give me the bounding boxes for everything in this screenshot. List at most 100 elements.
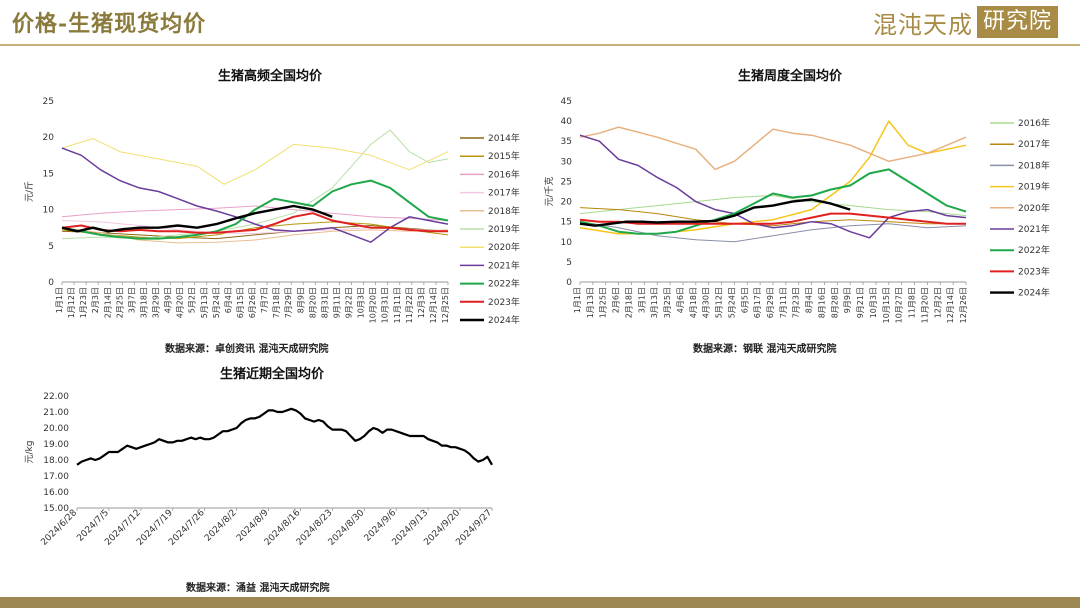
series-line-2023年: [61, 212, 448, 234]
y-tick-label: 5: [566, 258, 572, 268]
source-note-recent: 数据来源：涌益 混沌天成研究院: [186, 583, 330, 594]
series-line-2018年: [579, 221, 967, 243]
x-tick-label: 2月25日: [115, 287, 124, 318]
x-tick-label: 10月15日: [882, 287, 891, 323]
x-tick-label: 10月20日: [369, 287, 378, 323]
header: 价格-生猪现货均价 混沌天成 研究院: [0, 0, 1080, 46]
y-tick-label: 15: [43, 169, 54, 179]
x-tick-label: 6月15日: [236, 287, 245, 318]
legend-label: 2019年: [1018, 181, 1050, 193]
legend-label: 2024年: [488, 314, 520, 326]
x-tick-label: 5月2日: [188, 287, 197, 313]
legend-label: 2022年: [488, 278, 520, 290]
x-tick-label: 1月1日: [573, 287, 582, 313]
x-tick-label: 3月1日: [637, 287, 646, 313]
x-tick-label: 2月6日: [612, 287, 621, 313]
series-line-2021年: [61, 147, 449, 243]
x-tick-label: 7月11日: [779, 287, 788, 318]
series-line-2016年: [61, 205, 449, 221]
x-tick-label: 2月3日: [91, 287, 100, 313]
series-line-2020年: [579, 126, 967, 171]
x-tick-label: 1月1日: [55, 287, 64, 313]
x-tick-label: 10月27日: [895, 287, 904, 323]
x-tick-label: 10月31日: [381, 287, 390, 323]
legend-label: 2020年: [1018, 202, 1050, 214]
y-tick-label: 35: [561, 137, 572, 147]
legend-label: 2023年: [1018, 265, 1050, 277]
x-tick-label: 8月20日: [308, 287, 317, 318]
x-tick-label: 5月24日: [212, 287, 221, 318]
series-line-2015年: [61, 221, 449, 240]
y-axis-label: 元/千克: [544, 176, 555, 206]
y-tick-label: 20: [561, 198, 573, 208]
x-tick-label: 12月26日: [959, 287, 968, 323]
x-tick-label: 5月24日: [727, 287, 736, 318]
y-tick-label: 0: [48, 278, 54, 288]
x-tick-label: 12月25日: [441, 287, 450, 323]
chart-title: 生猪周度全国均价: [738, 68, 843, 84]
series-line-2017年: [579, 207, 966, 227]
series-line-2022年: [61, 179, 449, 240]
x-tick-label: 6月26日: [248, 287, 257, 318]
legend-label: 2019年: [488, 223, 520, 235]
y-axis-label: 元/kg: [25, 441, 35, 464]
chart-high-frequency: 生猪高频全国均价 元/斤 0 5 10 15 20 25 1月1日 1月12日 1月23日 2月3日 2…: [20, 60, 540, 360]
x-tick-label: 2月14日: [103, 287, 112, 318]
series-line-2019年: [579, 120, 967, 235]
series-line-2016年: [579, 195, 967, 217]
legend-label: 2017年: [1018, 138, 1050, 150]
header-divider: [0, 44, 1080, 46]
legend-label: 2018年: [488, 205, 520, 217]
legend-label: 2016年: [488, 168, 520, 180]
series-line-2020年: [61, 138, 449, 185]
y-tick-label: 20: [43, 133, 55, 143]
x-tick-label: 2月18日: [624, 287, 633, 318]
legend-label: 2017年: [488, 187, 520, 199]
x-tick-label: 10月3日: [357, 287, 366, 318]
x-tick-label: 7月23日: [792, 287, 801, 318]
series-line-2024: [76, 407, 493, 466]
x-tick-label: 6月5日: [740, 287, 749, 313]
x-tick-label: 12月14日: [946, 287, 955, 323]
series-line-2021年: [579, 134, 967, 239]
x-tick-label: 8月28日: [830, 287, 839, 318]
x-tick-label: 4月6日: [676, 287, 685, 313]
legend-label: 2020年: [488, 241, 520, 253]
chart-title: 生猪近期全国均价: [220, 366, 325, 382]
legend-label: 2024年: [1018, 287, 1050, 299]
y-tick-label: 15.00: [43, 504, 69, 514]
x-tick-label: 11月20日: [920, 287, 929, 323]
series-line-2024年: [61, 204, 333, 233]
y-tick-label: 30: [561, 157, 573, 167]
y-tick-label: 5: [48, 242, 54, 252]
legend-label: 2021年: [1018, 223, 1050, 235]
y-tick-label: 18.00: [43, 456, 69, 466]
x-tick-label: 1月13日: [586, 287, 595, 318]
y-tick-label: 25: [43, 97, 54, 107]
x-tick-label: 4月9日: [164, 287, 173, 313]
series-line-2019年: [61, 129, 449, 240]
logo-box: 研究院: [976, 6, 1058, 38]
x-tick-label: 4月20日: [176, 287, 185, 318]
x-tick-label: 9月22日: [345, 287, 354, 318]
x-tick-label: 11月22日: [405, 287, 414, 323]
y-tick-label: 16.00: [43, 488, 69, 498]
y-tick-label: 15: [561, 218, 572, 228]
chart-weekly: 生猪周度全国均价 元/千克 0 5 10 15 20 25 30 35 40 45 1月1日 1月13日 1…: [540, 60, 1080, 360]
logo: 混沌天成 研究院: [873, 6, 1058, 39]
y-tick-label: 45: [561, 97, 572, 107]
x-tick-label: 12月3日: [417, 287, 426, 318]
x-tick-label: 12月2日: [933, 287, 942, 318]
y-tick-label: 17.00: [43, 472, 69, 482]
y-tick-label: 21.00: [43, 408, 69, 418]
y-tick-label: 0: [566, 278, 572, 288]
y-tick-label: 20.00: [43, 424, 69, 434]
source-note-high-frequency: 数据来源：卓创资讯 混沌天成研究院: [165, 344, 329, 355]
x-tick-label: 8月4日: [805, 287, 814, 313]
x-tick-label: 9月11日: [332, 287, 341, 318]
footer-bar: [0, 597, 1080, 608]
y-tick-label: 25: [561, 177, 572, 187]
x-tick-label: 3月25日: [663, 287, 672, 318]
x-tick-label: 7月7日: [260, 287, 269, 313]
x-tick-label: 3月29日: [152, 287, 161, 318]
